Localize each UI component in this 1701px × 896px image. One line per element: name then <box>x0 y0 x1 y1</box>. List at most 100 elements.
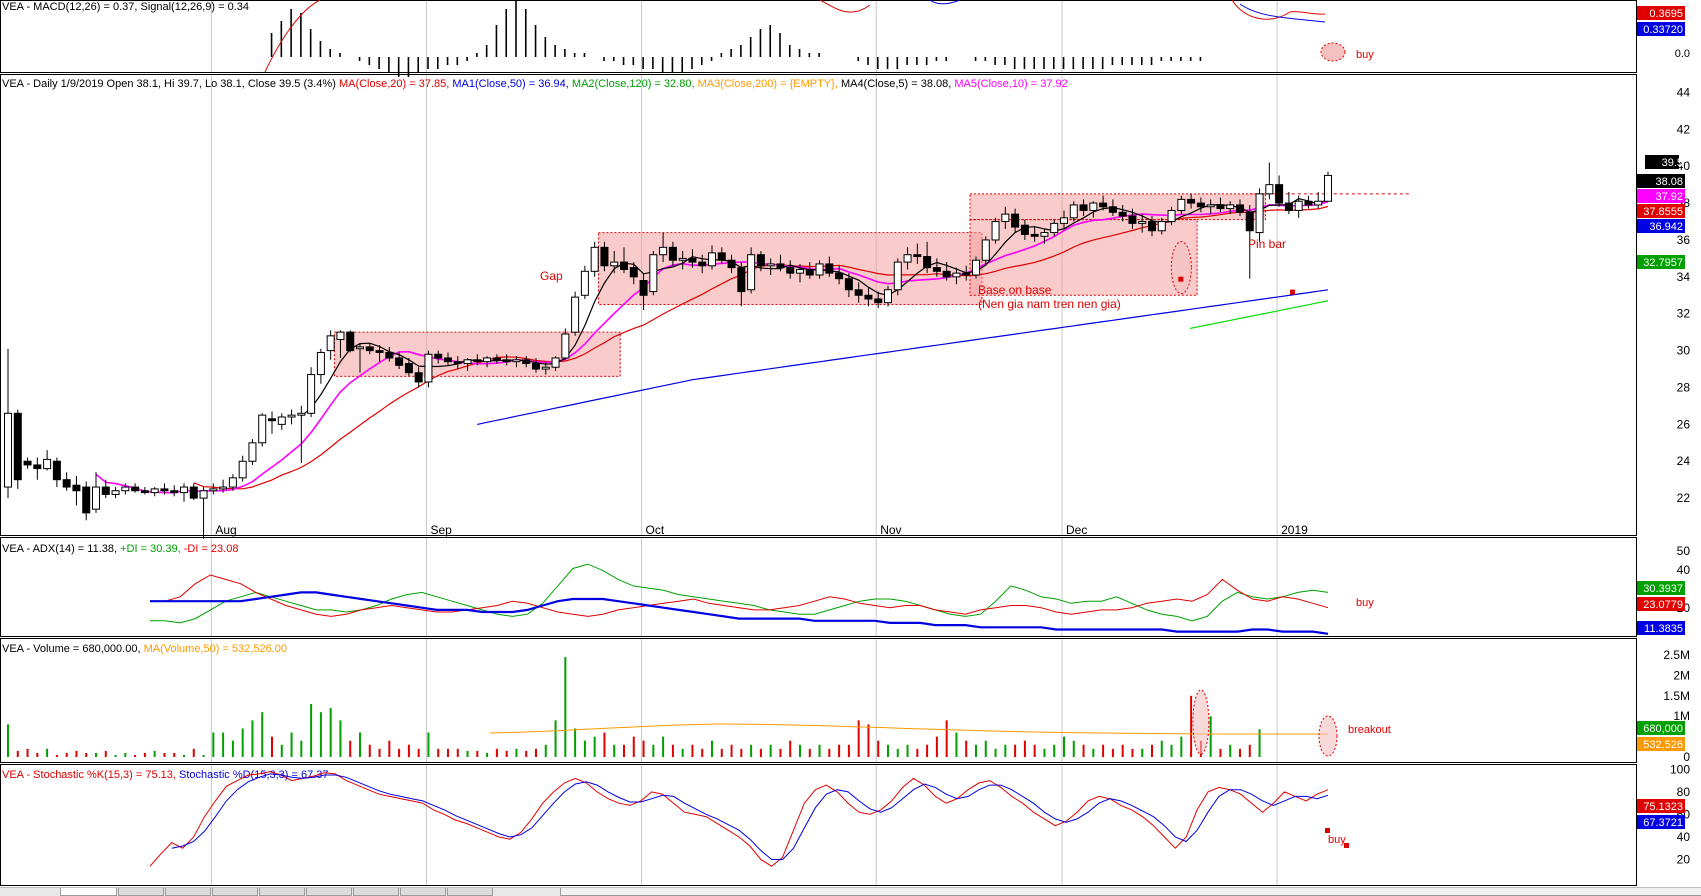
candle-body <box>737 267 746 293</box>
candle-body <box>414 372 423 383</box>
volume-spike-ellipse <box>1192 689 1210 755</box>
price-value-tag <box>1645 155 1679 169</box>
volume-tick-label: 1M <box>1673 709 1690 723</box>
candle-body <box>874 298 883 304</box>
candle-body <box>434 353 443 359</box>
candle-body <box>688 257 697 263</box>
candle-body <box>228 477 237 488</box>
candle-body <box>62 479 71 488</box>
price-value-label: 38.08 <box>1655 176 1683 188</box>
candle-body <box>551 357 560 368</box>
stochastic-d-line <box>171 773 1329 860</box>
price-tick-label: 42 <box>1677 122 1691 136</box>
macd-line <box>1231 0 1326 20</box>
candle-body <box>942 270 951 278</box>
candle-body <box>932 267 941 272</box>
candle-body <box>248 442 257 462</box>
stochastic-value-tag <box>1637 799 1685 813</box>
macd-tick-label: 0.0 <box>1675 48 1690 60</box>
candle-body <box>473 359 482 363</box>
candle-body <box>571 296 580 333</box>
candle-body <box>972 259 980 276</box>
candle-body <box>170 490 179 494</box>
candle-body <box>649 254 658 293</box>
candle-body <box>1236 204 1244 213</box>
price-tick-label: 26 <box>1677 417 1691 431</box>
candle-body <box>1294 200 1303 211</box>
candle-body <box>835 272 844 280</box>
candle-body <box>1050 222 1059 234</box>
candle-body <box>522 359 531 365</box>
candle-body <box>991 221 1000 241</box>
candle-body <box>238 460 247 479</box>
macd-value-label: 0.3695 <box>1649 8 1683 20</box>
volume-tick-label: 2M <box>1673 668 1690 682</box>
macd-signal-line <box>929 0 961 5</box>
candle-body <box>962 272 971 276</box>
candle-body <box>33 464 42 470</box>
volume-panel-frame <box>0 638 1637 763</box>
candle-body <box>600 246 609 267</box>
volume-value-label: 532,526 <box>1643 739 1683 751</box>
candle-body <box>121 486 130 492</box>
price-value-tag <box>1637 174 1685 188</box>
candle-body <box>1030 233 1039 237</box>
candle-body <box>1079 204 1088 211</box>
volume-title: VEA - Volume = 680,000.00, MA(Volume,50)… <box>2 643 287 655</box>
macd-buy-annotation: buy <box>1356 49 1374 61</box>
candle-body <box>678 257 687 261</box>
candle-body <box>13 412 22 481</box>
candle-body <box>884 289 892 304</box>
month-label: Oct <box>646 523 665 537</box>
candle-body <box>590 246 599 272</box>
candle-body <box>610 261 619 267</box>
candle-body <box>336 331 345 341</box>
candle-body <box>268 418 276 422</box>
candle-body <box>923 256 932 269</box>
price-value-label: 32.7957 <box>1643 257 1683 269</box>
adx-value-label: 11.3835 <box>1644 623 1683 635</box>
stochastic-buy-annotation: buy <box>1328 834 1346 846</box>
price-tick-label: 22 <box>1677 491 1691 505</box>
macd-value-tag <box>1637 22 1685 36</box>
candle-body <box>1069 204 1078 219</box>
candle-body <box>287 414 296 418</box>
stochastic-value-tag <box>1637 815 1685 829</box>
base-on-base-note: (Nen gia nam tren nen gia) <box>978 297 1121 311</box>
candle-body <box>1020 224 1029 235</box>
pin-bar-marker <box>1290 289 1295 295</box>
candle-body <box>1265 184 1274 195</box>
price-tick-label: 36 <box>1677 233 1691 247</box>
candle-body <box>532 363 540 370</box>
base-box <box>969 219 1198 296</box>
candle-body <box>199 490 208 499</box>
volume-value-tag <box>1637 737 1685 751</box>
price-value-label: 36.942 <box>1649 221 1683 233</box>
stochastic-title: VEA - Stochastic %K(15,3) = 75.13, Stoch… <box>2 769 329 781</box>
candle-body <box>1011 213 1020 228</box>
candle-body <box>404 363 413 374</box>
price-value-label: 39.5 <box>1662 157 1683 169</box>
candle-body <box>52 460 61 481</box>
candle-body <box>424 353 433 383</box>
candle-body <box>1001 213 1010 223</box>
price-value-tag <box>1637 189 1685 203</box>
ma5-line <box>300 198 1329 417</box>
candle-body <box>786 267 795 274</box>
pin-bar-marker <box>1178 276 1184 282</box>
adx-tick-label: 40 <box>1677 563 1691 577</box>
candle-body <box>561 333 570 359</box>
price-tick-label: 28 <box>1677 380 1691 394</box>
candle-body <box>864 294 873 300</box>
candle-body <box>639 280 648 296</box>
candle-body <box>1157 221 1166 232</box>
adx-title: VEA - ADX(14) = 11.38, +DI = 30.39, -DI … <box>2 543 238 555</box>
candle-body <box>463 359 472 365</box>
candle-body <box>101 486 110 495</box>
candle-body <box>1108 206 1117 213</box>
candle-body <box>209 488 218 492</box>
candle-body <box>140 490 149 494</box>
stochastic-buy-marker <box>1344 843 1349 848</box>
candle-body <box>1304 200 1313 206</box>
